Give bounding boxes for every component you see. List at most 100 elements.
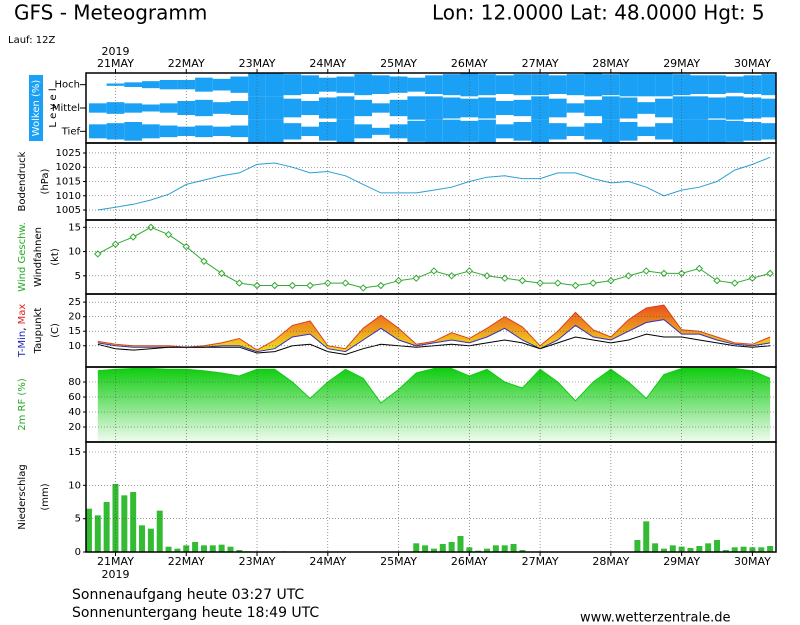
axis-label-part: 2m RF (%) [17, 378, 28, 431]
bar [652, 543, 659, 552]
marker [182, 242, 190, 251]
bar [705, 543, 712, 552]
bar [227, 546, 234, 552]
bar [147, 528, 154, 552]
y-tick-label: 15 [68, 326, 81, 337]
cloud-cell [637, 73, 656, 97]
marker [518, 276, 527, 285]
cloud-cell [566, 74, 585, 96]
cloud-cell [195, 99, 213, 117]
bar [130, 492, 137, 552]
bar [758, 547, 765, 552]
y-tick-label: 15 [68, 447, 81, 458]
cloud-cell [106, 83, 125, 86]
bar [85, 508, 92, 552]
cloud-cell [672, 96, 691, 120]
panel-frame [85, 293, 777, 368]
marker [271, 281, 279, 290]
cloud-cell [548, 98, 567, 118]
date-label: 22MAY [168, 57, 205, 70]
cloud-cell [478, 74, 496, 96]
cloud-cell [655, 73, 673, 97]
marker [624, 272, 633, 280]
bar [457, 536, 464, 552]
cloud-cell [619, 73, 638, 97]
cloud-cell [442, 74, 461, 96]
cloud-cell [124, 103, 143, 113]
cloud-cell [407, 120, 426, 142]
marker [713, 276, 721, 285]
axis-label: Wind Geschw. [17, 222, 28, 292]
y-tick-label: 15 [68, 222, 81, 233]
axis-label: 2m RF (%) [17, 378, 28, 431]
series-line [97, 156, 771, 211]
marker [341, 279, 350, 287]
area [97, 368, 771, 442]
date-label: 25MAY [380, 57, 417, 70]
cloud-cell [354, 124, 373, 139]
cloud-cell [637, 102, 656, 114]
axis-label-part: , [17, 324, 28, 330]
marker [660, 269, 668, 278]
bar [139, 525, 146, 552]
date-label: 29MAY [663, 555, 700, 568]
bar [722, 550, 729, 552]
cloud-cell [761, 98, 776, 118]
y-tick-label: 1025 [56, 148, 81, 159]
marker [94, 250, 102, 258]
cloud-cell [495, 124, 514, 139]
date-label: 28MAY [592, 57, 629, 70]
cloud-cell [265, 96, 284, 120]
cloud-cell [672, 74, 691, 96]
year-label: 2019 [101, 45, 129, 58]
cloud-cell [743, 97, 762, 119]
date-label: 21MAY [97, 555, 134, 568]
cloud-cell [230, 76, 249, 93]
axis-label-part: Wolken (%) [31, 80, 42, 137]
bar [156, 510, 163, 552]
date-label: 26MAY [451, 555, 488, 568]
bar [209, 545, 216, 552]
cloud-cell [195, 77, 213, 92]
marker [253, 281, 261, 290]
cloud-cell [725, 76, 744, 93]
axis-label-part: Niederschlag [17, 464, 28, 529]
bar [643, 521, 650, 552]
date-label: 24MAY [309, 57, 346, 70]
panel-frame [85, 219, 777, 295]
cloud-cell [88, 103, 107, 113]
level-label: Hoch [55, 80, 80, 91]
axis-label-part: Bodendruck [17, 151, 28, 211]
cloud-cell [389, 99, 408, 117]
cloud-cell [212, 126, 231, 136]
bar [660, 548, 667, 552]
cloud-cell [177, 80, 196, 90]
cloud-cell [407, 96, 426, 120]
bar [200, 545, 207, 552]
marker [288, 281, 297, 290]
date-label: 21MAY [97, 57, 134, 70]
cloud-cell [637, 126, 656, 136]
bar [519, 550, 526, 552]
cloud-cell [425, 96, 443, 120]
series-line [97, 226, 771, 289]
y-tick-label: 40 [68, 407, 81, 418]
cloud-cell [354, 74, 373, 96]
cloud-cell [460, 73, 479, 97]
date-label: 29MAY [663, 57, 700, 70]
date-label: 25MAY [380, 555, 417, 568]
marker [200, 257, 208, 265]
source: www.wetterzentrale.de [580, 611, 730, 625]
marker [359, 284, 367, 292]
bar [731, 547, 738, 552]
cloud-cell [142, 104, 160, 112]
cloud-cell [708, 75, 726, 94]
series-line [97, 304, 771, 351]
cloud-cell [531, 96, 549, 120]
cloud-cell [442, 119, 461, 143]
date-label: 30MAY [734, 555, 771, 568]
cloud-cell [531, 74, 549, 96]
axis-label: (kt) [50, 248, 61, 266]
cloud-cell [106, 123, 125, 140]
date-label: 23MAY [239, 57, 276, 70]
